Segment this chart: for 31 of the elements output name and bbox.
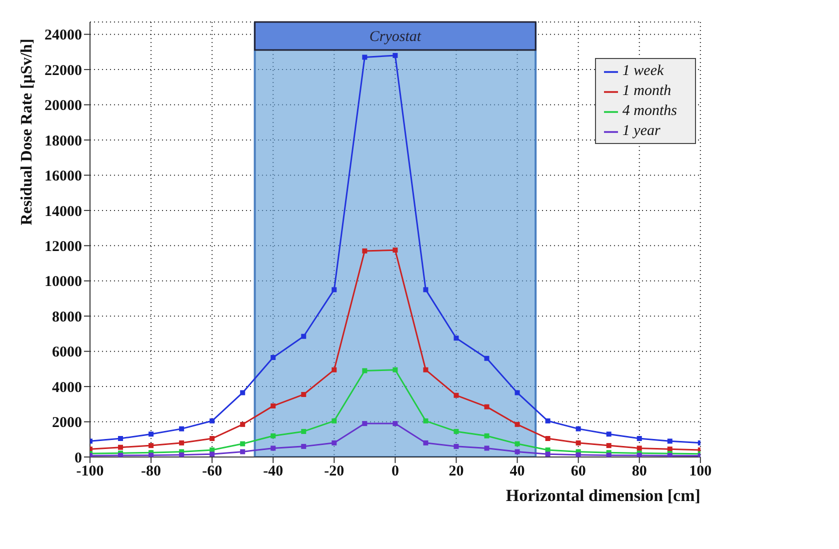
y-tick-label: 24000: [44, 28, 82, 44]
y-tick-label: 20000: [44, 98, 82, 114]
y-tick-label: 16000: [44, 168, 82, 185]
y-tick-label: 2000: [52, 415, 82, 432]
y-axis-title: Residual Dose Rate [µSv/h]: [18, 38, 36, 226]
y-tick-label: 22000: [44, 62, 82, 79]
y-tick-label: 0: [74, 450, 82, 466]
y-tick-label: 18000: [44, 133, 82, 150]
x-tick-label: 60: [570, 464, 586, 480]
x-tick-label: 40: [510, 464, 525, 480]
legend-label: 1 week: [622, 63, 664, 79]
legend-label: 1 year: [622, 123, 660, 139]
y-tick-label: 10000: [44, 274, 82, 290]
legend-label: 1 month: [622, 83, 672, 99]
x-axis-title: Horizontal dimension [cm]: [506, 486, 700, 505]
x-tick-label: -60: [202, 464, 222, 480]
x-tick-label: -20: [324, 464, 344, 480]
x-tick-label: -40: [263, 464, 284, 480]
x-tick-label: 0: [391, 464, 399, 480]
y-tick-label: 4000: [52, 380, 82, 396]
y-tick-label: 6000: [52, 344, 82, 361]
x-tick-label: 20: [448, 464, 464, 480]
y-tick-label: 12000: [44, 238, 82, 255]
x-tick-label: -100: [76, 464, 104, 480]
x-tick-label: 100: [689, 464, 712, 480]
x-tick-label: -80: [141, 464, 162, 480]
y-tick-label: 8000: [52, 309, 82, 326]
x-tick-label: 80: [632, 464, 647, 480]
legend-label: 4 months: [622, 103, 677, 119]
band-label: Cryostat: [369, 29, 422, 45]
y-tick-label: 14000: [44, 204, 82, 220]
